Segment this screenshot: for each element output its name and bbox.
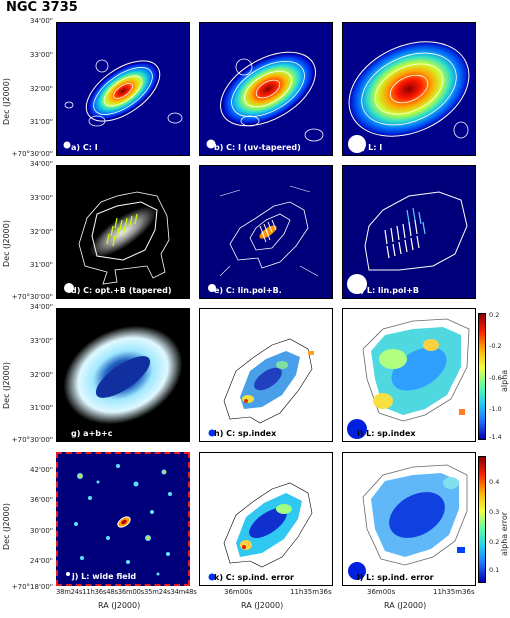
panel-label: k) C: sp.ind. error	[214, 573, 294, 582]
y-axis-label-row3: Dec (J2000)	[2, 362, 11, 409]
colorbar-tick: -0.6	[489, 374, 502, 382]
panel-f: f) L: lin.pol+B	[342, 165, 476, 299]
panel-label: e) C: lin.pol+B.	[214, 286, 282, 295]
colorbar-tick: -1.4	[489, 433, 502, 441]
x-axis-label-col2: RA (J2000)	[241, 601, 284, 610]
panel-label: l) L: sp.ind. error	[357, 573, 434, 582]
dec-tick: +70°30'00"	[11, 293, 53, 301]
colorbar-tick: 0.1	[489, 566, 500, 574]
colorbar-tick: 0.3	[489, 508, 500, 516]
colorbar-tick: 0.4	[489, 478, 500, 486]
colorbar-alpha-label: alpha	[500, 369, 509, 392]
panel-label: d) C: opt.+B (tapered)	[71, 286, 172, 295]
panel-k: k) C: sp.ind. error	[199, 452, 333, 586]
ra-ticks-wide: 38m24s11h36s48s36m00s35m24s34m48s	[56, 588, 197, 596]
panel-a: a) C: I	[56, 22, 190, 156]
panel-c: c) L: I	[342, 22, 476, 156]
dec-tick: 34'00"	[30, 303, 53, 311]
panel-h: h) C: sp.index	[199, 308, 333, 442]
dec-tick: +70°30'00"	[11, 436, 53, 444]
panel-label: b) C: I (uv-tapered)	[214, 143, 301, 152]
panel-g: g) a+b+c	[56, 308, 190, 442]
panel-label: h) C: sp.index	[214, 429, 277, 438]
colorbar-tick: 0.2	[489, 311, 500, 319]
dec-tick: 30'00"	[30, 527, 53, 535]
dec-tick: 34'00"	[30, 160, 53, 168]
dec-tick: 31'00"	[30, 404, 53, 412]
colorbar-alpha	[478, 313, 486, 440]
dec-tick: +70°30'00"	[11, 150, 53, 158]
ra-tick-zoom-left: 36m00s	[224, 588, 253, 596]
dec-tick: 32'00"	[30, 228, 53, 236]
panel-d: d) C: opt.+B (tapered)	[56, 165, 190, 299]
colorbar-alpha-error	[478, 456, 486, 583]
panel-i: i) L: sp.index	[342, 308, 476, 442]
panel-label: a) C: I	[71, 143, 98, 152]
dec-tick: 32'00"	[30, 85, 53, 93]
dec-tick: 34'00"	[30, 17, 53, 25]
x-axis-label-col3: RA (J2000)	[384, 601, 427, 610]
dec-tick: 42'00"	[30, 466, 53, 474]
colorbar-tick: 0.2	[489, 538, 500, 546]
panel-l: l) L: sp.ind. error	[342, 452, 476, 586]
colorbar-alpha-error-label: alpha error	[500, 511, 509, 556]
ra-tick-zoom-left: 36m00s	[367, 588, 396, 596]
dec-tick: 31'00"	[30, 118, 53, 126]
figure-title: NGC 3735	[6, 0, 78, 15]
colorbar-tick: -0.2	[489, 342, 502, 350]
dec-tick: 36'00"	[30, 496, 53, 504]
panel-e: e) C: lin.pol+B.	[199, 165, 333, 299]
panel-label: j) L: wide field	[72, 572, 137, 581]
x-axis-label-col1: RA (J2000)	[98, 601, 141, 610]
panel-j: j) L: wide field	[56, 452, 190, 586]
panel-b: b) C: I (uv-tapered)	[199, 22, 333, 156]
ra-tick-zoom-right: 11h35m36s	[433, 588, 475, 596]
panel-label: f) L: lin.pol+B	[357, 286, 419, 295]
dec-tick: 33'00"	[30, 337, 53, 345]
panel-label: i) L: sp.index	[357, 429, 416, 438]
panel-label: g) a+b+c	[71, 429, 113, 438]
dec-tick: 33'00"	[30, 194, 53, 202]
dec-tick: 24'00"	[30, 557, 53, 565]
colorbar-tick: -1.0	[489, 405, 502, 413]
panel-label: c) L: I	[357, 143, 383, 152]
dec-tick: 33'00"	[30, 51, 53, 59]
ra-tick-zoom-right: 11h35m36s	[290, 588, 332, 596]
dec-tick: 31'00"	[30, 261, 53, 269]
dec-tick: +70°18'00"	[11, 583, 53, 591]
dec-tick: 32'00"	[30, 371, 53, 379]
